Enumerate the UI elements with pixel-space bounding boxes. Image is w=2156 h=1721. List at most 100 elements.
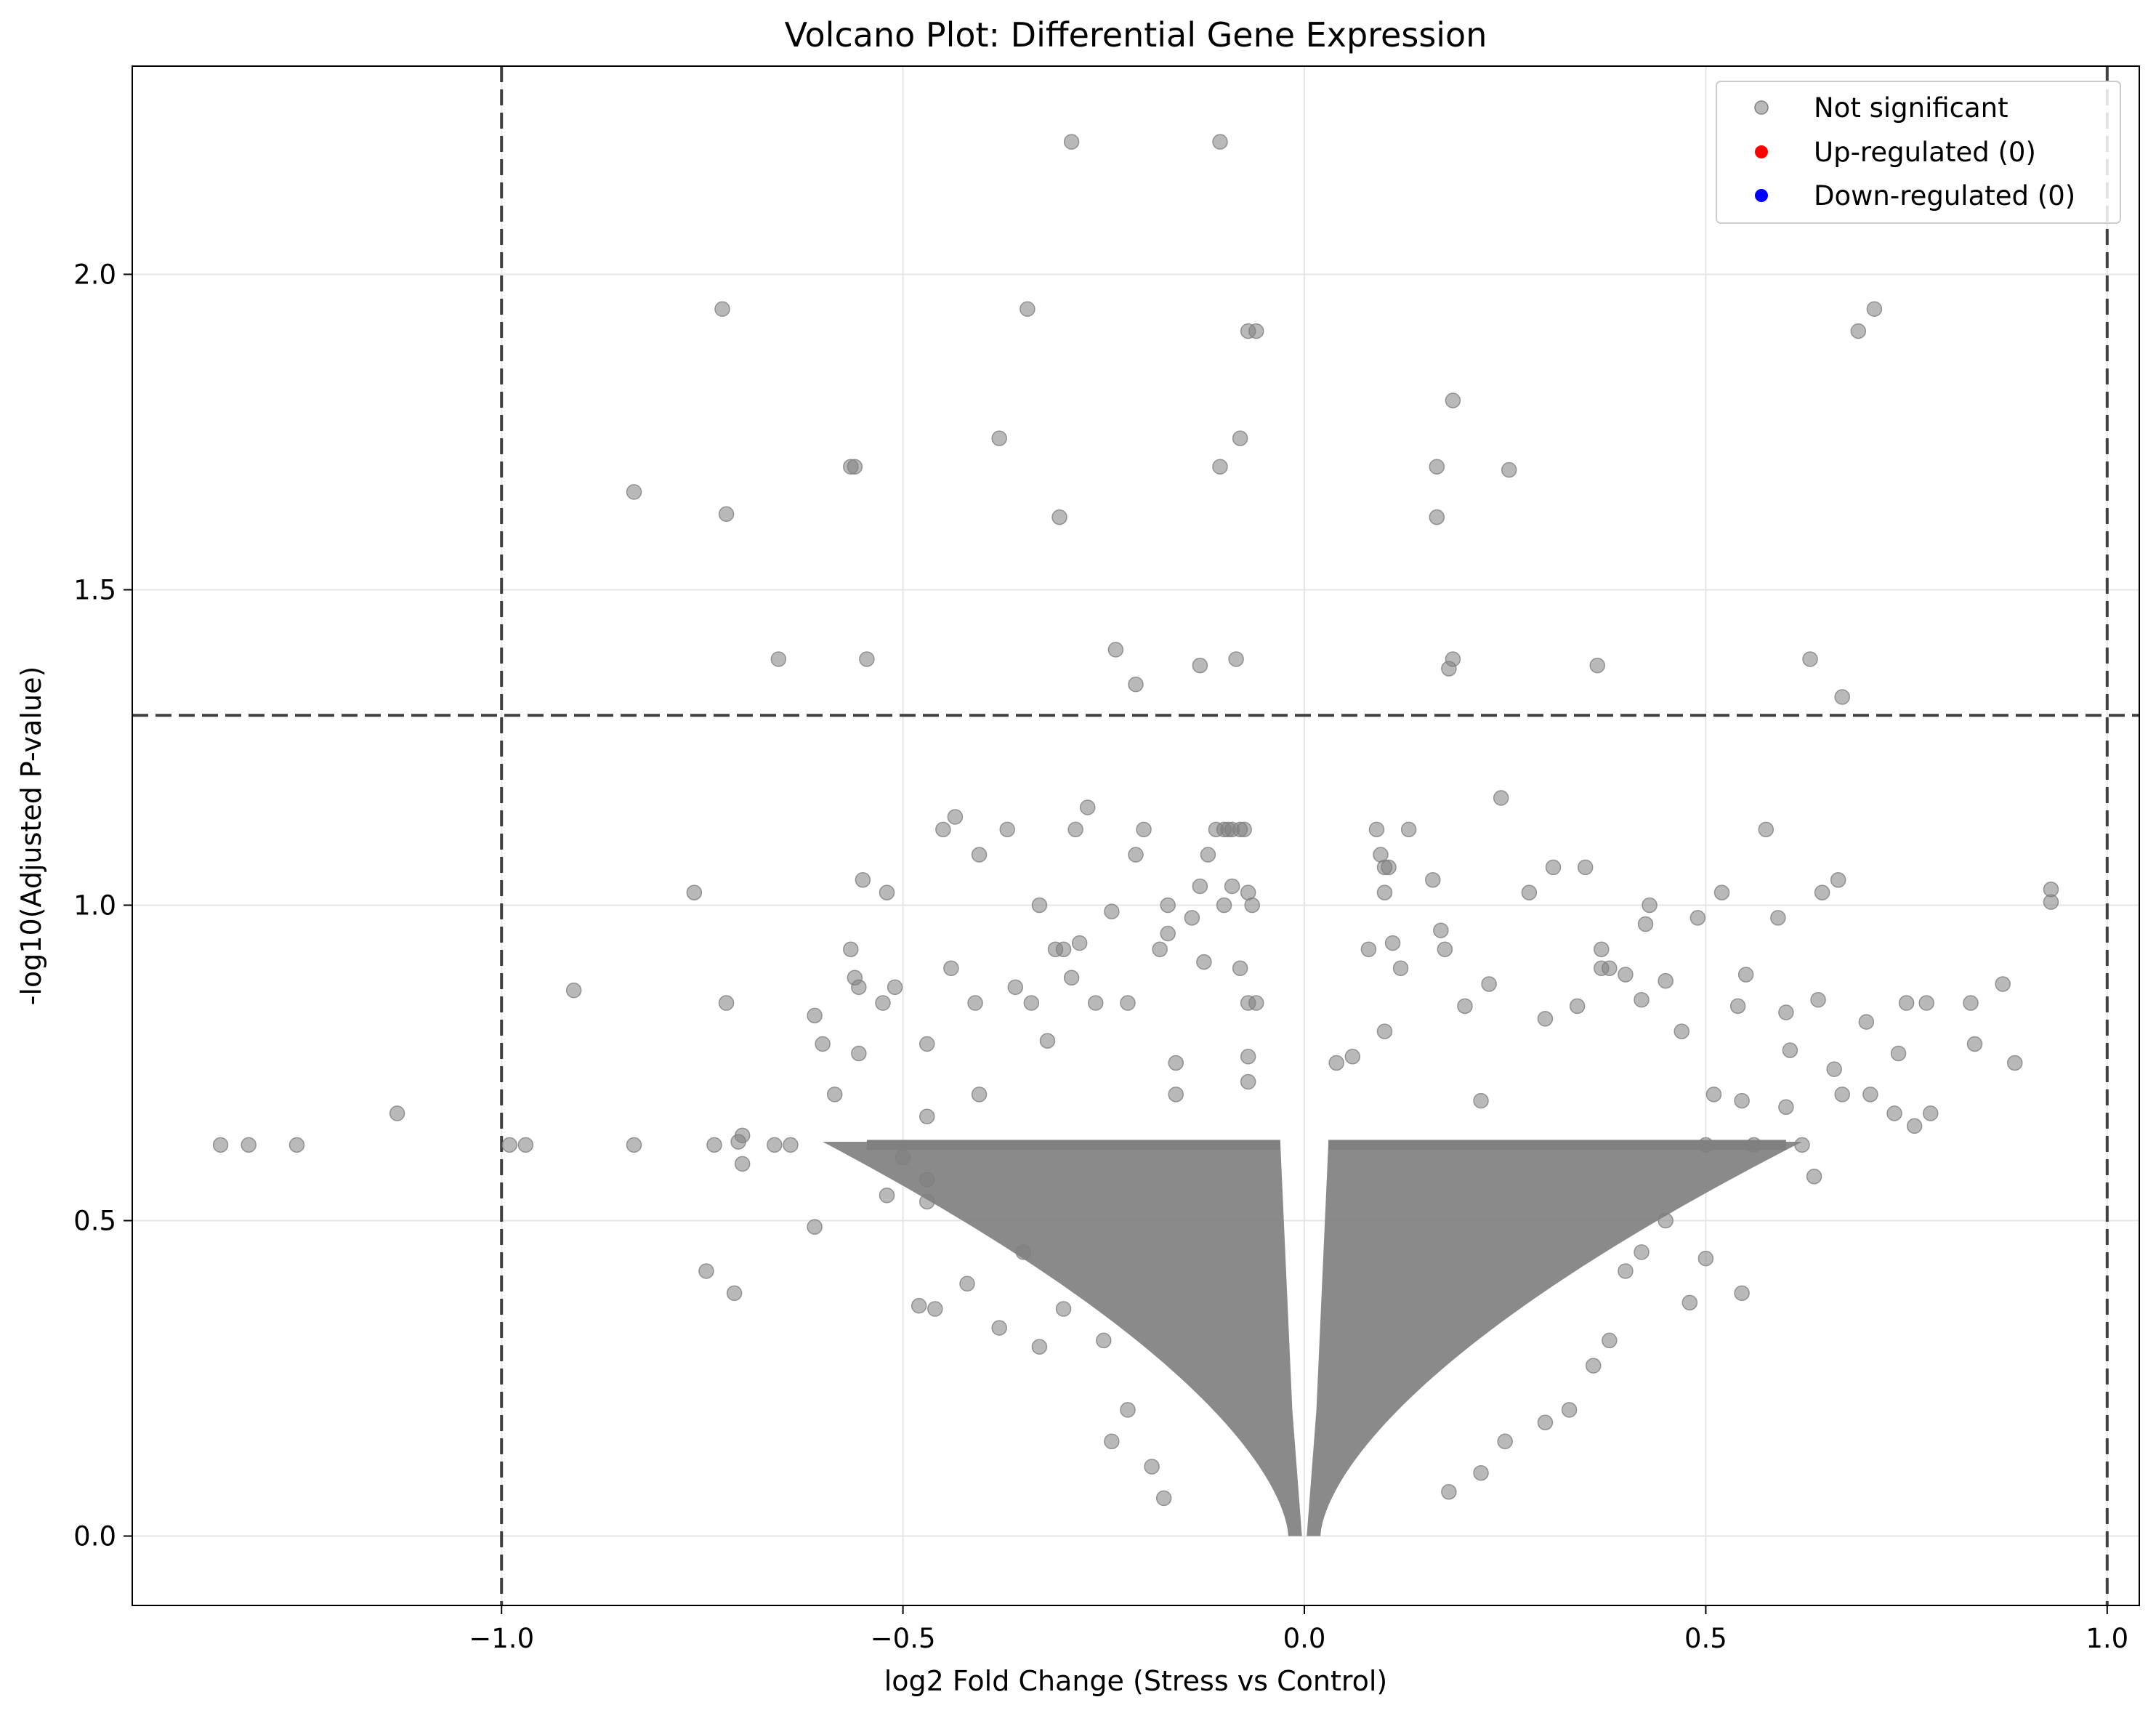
data-point: [698, 1263, 714, 1279]
data-point: [1966, 1036, 1983, 1052]
data-point: [1545, 859, 1562, 876]
data-point: [1128, 847, 1144, 863]
data-points: [212, 134, 2059, 1536]
data-point: [1160, 897, 1176, 914]
data-point: [241, 1137, 257, 1153]
data-point: [1594, 941, 1610, 957]
data-point: [826, 1087, 843, 1103]
data-point: [706, 1137, 722, 1153]
data-point: [726, 1285, 743, 1302]
data-point: [734, 1156, 751, 1172]
threshold-lines: [132, 66, 2139, 1605]
data-point: [943, 960, 959, 977]
data-point: [1104, 903, 1120, 919]
data-point: [1634, 1244, 1650, 1260]
legend-marker-not-significant: [1754, 100, 1769, 115]
data-point: [1834, 1087, 1850, 1103]
data-point: [1400, 821, 1417, 838]
data-point: [1023, 995, 1040, 1011]
data-point: [1429, 509, 1445, 525]
data-point: [1360, 941, 1377, 957]
y-tick-label: 1.5: [73, 574, 116, 605]
data-point: [1618, 1263, 1634, 1279]
data-point: [1501, 462, 1517, 478]
data-point: [1886, 1105, 1902, 1121]
data-point: [1658, 1212, 1673, 1229]
data-point: [767, 1137, 783, 1153]
data-point: [1697, 1137, 1714, 1153]
data-point: [686, 884, 703, 900]
data-point: [1015, 1244, 1032, 1260]
data-point: [1493, 790, 1509, 806]
data-point: [1637, 916, 1654, 932]
data-point: [1537, 1010, 1554, 1027]
data-point: [1248, 323, 1264, 339]
data-point: [501, 1137, 518, 1153]
data-point: [1120, 1402, 1136, 1418]
data-point: [1850, 323, 1867, 339]
data-point: [855, 872, 871, 888]
data-point: [991, 430, 1007, 446]
data-point: [843, 941, 859, 957]
data-point: [1212, 459, 1228, 475]
data-point: [1031, 1339, 1048, 1355]
y-tick-label: 2.0: [73, 259, 116, 290]
data-point: [1168, 1087, 1184, 1103]
data-point: [1729, 998, 1746, 1015]
x-tick-label: 0.5: [1684, 1623, 1727, 1654]
data-point: [1104, 1433, 1120, 1450]
data-point: [1602, 1332, 1618, 1349]
data-point: [1705, 1087, 1722, 1103]
data-point: [1834, 689, 1850, 705]
data-point: [1244, 897, 1260, 914]
data-point: [1039, 1033, 1056, 1049]
x-tick-label: 0.0: [1283, 1623, 1326, 1654]
data-point: [1144, 1459, 1160, 1475]
data-point: [1152, 941, 1168, 957]
data-point: [1589, 657, 1606, 674]
data-point: [851, 1045, 867, 1062]
data-point: [1713, 884, 1730, 900]
data-point: [807, 1219, 823, 1235]
data-point: [626, 1137, 642, 1153]
data-point: [971, 847, 988, 863]
data-point: [919, 1172, 935, 1188]
data-point: [879, 1188, 895, 1204]
plot-frame: [132, 65, 2140, 1606]
data-point: [947, 809, 964, 825]
legend-label-down-regulated: Down-regulated (0): [1814, 180, 2075, 211]
data-point: [879, 884, 895, 900]
data-point: [815, 1036, 831, 1052]
data-point: [967, 995, 983, 1011]
data-point: [1497, 1433, 1513, 1450]
y-axis-title: -log10(Adjusted P-value): [15, 666, 47, 1006]
data-point: [1120, 995, 1136, 1011]
legend-label-not-significant: Not significant: [1814, 92, 2008, 124]
y-axis-ticks: 0.0 0.5 1.0 1.5 2.0: [73, 259, 132, 1552]
data-point: [212, 1137, 229, 1153]
data-point: [1569, 998, 1586, 1015]
data-point: [1995, 976, 2011, 992]
data-point: [1200, 847, 1216, 863]
data-point: [1445, 392, 1461, 408]
legend: Not significant Up-regulated (0) Down-re…: [1716, 81, 2121, 224]
data-point: [389, 1105, 405, 1121]
data-point: [887, 979, 903, 996]
data-point: [1425, 872, 1441, 888]
data-point: [1184, 910, 1200, 926]
data-point: [770, 651, 787, 667]
legend-box: [1716, 81, 2121, 224]
data-point: [1071, 935, 1088, 951]
y-tick-label: 0.0: [73, 1521, 116, 1552]
data-point: [1794, 1137, 1810, 1153]
x-axis-title: log2 Fold Change (Stress vs Control): [884, 1665, 1388, 1697]
data-point: [714, 301, 730, 317]
data-point: [1381, 859, 1397, 876]
volcano-right-mass: [1307, 1141, 1802, 1536]
chart-title: Volcano Plot: Differential Gene Expressi…: [785, 15, 1487, 55]
data-point: [1778, 1099, 1794, 1116]
data-point: [1429, 459, 1445, 475]
data-point: [1128, 676, 1144, 693]
data-point: [1658, 972, 1673, 989]
data-point: [783, 1137, 799, 1153]
